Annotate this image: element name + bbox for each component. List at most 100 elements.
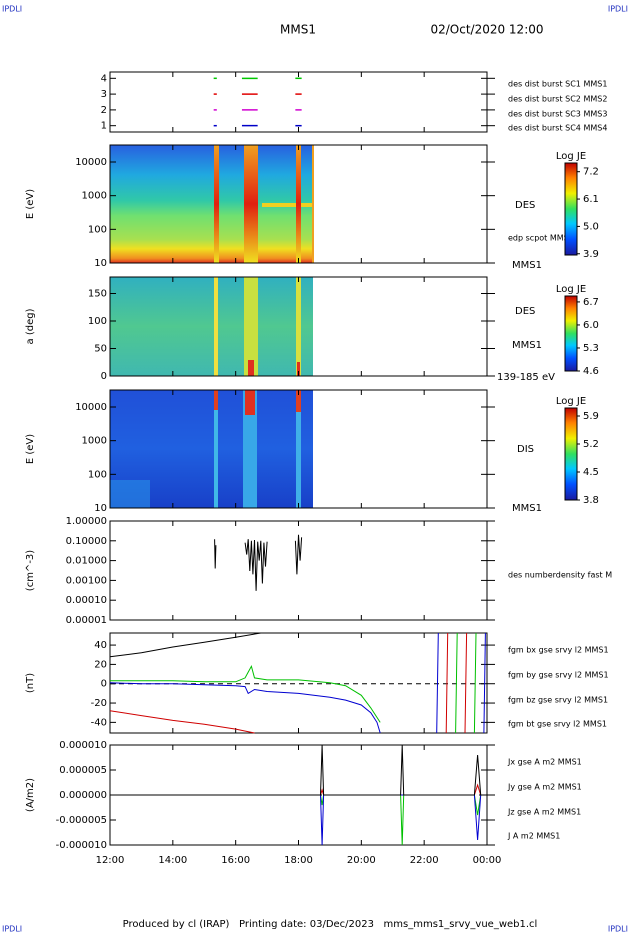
colorbar-tick-label: 7.2 (583, 167, 599, 178)
data-line (110, 794, 487, 846)
y-tick-label: 0.000000 (59, 790, 107, 801)
legend-entry: Jy gse A m2 MMS1 (507, 783, 582, 792)
y-tick-label: 10 (94, 503, 107, 514)
data-line (214, 534, 303, 591)
panel-label: DIS (517, 444, 534, 455)
colorbar (564, 407, 578, 501)
y-tick-label: -20 (91, 698, 107, 709)
legend-entry: J A m2 MMS1 (507, 832, 560, 841)
data-line (110, 794, 487, 846)
legend-entry: Jz gse A m2 MMS1 (507, 808, 581, 817)
colorbar-tick-label: 5.9 (583, 411, 599, 422)
legend-entry: Jx gse A m2 MMS1 (507, 758, 582, 767)
y-tick-label: 10000 (75, 402, 107, 413)
y-tick-label: 0.01000 (66, 556, 107, 567)
y-tick-label: 20 (94, 659, 107, 670)
x-tick-label: 16:00 (221, 855, 250, 866)
y-axis-label: a (deg) (25, 308, 36, 344)
y-tick-label: 2 (101, 105, 107, 116)
y-tick-label: 0 (101, 679, 107, 690)
y-tick-label: 10000 (75, 157, 107, 168)
y-tick-label: 10 (94, 258, 107, 269)
pitch-angle-image (110, 277, 313, 376)
y-tick-label: 50 (94, 344, 107, 355)
y-axis-label: (nT) (25, 673, 36, 693)
x-tick-label: 22:00 (410, 855, 439, 866)
y-tick-label: 4 (101, 73, 107, 84)
y-axis-label: (A/m2) (25, 778, 36, 812)
data-line (109, 632, 486, 734)
colorbar-tick-label: 5.2 (583, 439, 599, 450)
corner-label: IPDLI (2, 925, 22, 934)
legend-entry: des dist burst SC3 MMS3 (508, 110, 607, 119)
colorbar-tick-label: 3.8 (583, 495, 599, 506)
y-tick-label: 0.10000 (66, 536, 107, 547)
y-tick-label: 100 (88, 469, 107, 480)
data-line (109, 632, 261, 658)
y-tick-label: 0.00100 (66, 575, 107, 586)
footer: Produced by cl (IRAP) Printing date: 03/… (123, 919, 538, 930)
data-line (109, 632, 468, 734)
legend-entry: fgm bt gse srvy l2 MMS1 (508, 720, 607, 729)
y-tick-label: 40 (94, 640, 107, 651)
x-tick-label: 12:00 (96, 855, 125, 866)
y-tick-label: 100 (88, 316, 107, 327)
corner-label: IPDLI (2, 5, 22, 14)
colorbar-tick-label: 5.0 (583, 221, 599, 232)
y-tick-label: 150 (88, 289, 107, 300)
x-tick-label: 14:00 (158, 855, 187, 866)
legend-entry: des dist burst SC1 MMS1 (508, 80, 607, 89)
y-tick-label: 3 (101, 89, 107, 100)
y-tick-label: -0.000010 (56, 840, 107, 851)
y-tick-label: 0 (101, 371, 107, 382)
colorbar-tick-label: 6.7 (583, 297, 599, 308)
panel-label: MMS1 (512, 340, 542, 351)
y-tick-label: 0.00010 (66, 595, 107, 606)
legend-entry: des numberdensity fast M (508, 571, 612, 580)
legend-entry: fgm bz gse srvy l2 MMS1 (508, 696, 608, 705)
x-tick-label: 18:00 (284, 855, 313, 866)
y-tick-label: 1 (101, 121, 107, 132)
y-tick-label: 1.00000 (66, 516, 107, 527)
panel-label: edp scpot MMS1 (508, 234, 574, 243)
x-tick-label: 00:00 (473, 855, 502, 866)
y-tick-label: 0.00001 (66, 615, 107, 626)
panel-frame (109, 71, 488, 133)
y-axis-label: E (eV) (25, 189, 36, 219)
y-tick-label: -0.000005 (56, 815, 107, 826)
y-tick-label: 0.000010 (59, 740, 107, 751)
legend-entry: fgm by gse srvy l2 MMS1 (508, 671, 609, 680)
colorbar-tick-label: 5.3 (583, 343, 599, 354)
y-axis-label: (cm^-3) (25, 550, 36, 591)
y-tick-label: 1000 (82, 436, 107, 447)
data-line (110, 783, 487, 796)
des-spectrogram-image (110, 145, 314, 263)
colorbar-label: Log JE (556, 396, 586, 407)
y-tick-label: 100 (88, 224, 107, 235)
panel-label: DES (515, 200, 535, 211)
x-tick-label: 20:00 (347, 855, 376, 866)
corner-label: IPDLI (608, 5, 628, 14)
legend-entry: fgm bx gse srvy l2 MMS1 (508, 646, 609, 655)
y-tick-label: 1000 (82, 191, 107, 202)
y-tick-label: 0.000005 (59, 765, 107, 776)
dis-spectrogram-image (110, 390, 313, 508)
colorbar (564, 162, 578, 256)
colorbar-tick-label: 4.6 (583, 366, 599, 377)
panel-label: DES (515, 306, 535, 317)
colorbar-label: Log JE (556, 151, 586, 162)
corner-label: IPDLI (608, 925, 628, 934)
panel-label: MMS1 (512, 260, 542, 271)
title: MMS1 (280, 23, 316, 37)
colorbar-tick-label: 4.5 (583, 467, 599, 478)
colorbar-tick-label: 6.0 (583, 320, 599, 331)
colorbar (564, 295, 578, 372)
legend-entry: des dist burst SC4 MMS4 (508, 124, 607, 133)
y-tick-label: -40 (91, 717, 107, 728)
colorbar-tick-label: 6.1 (583, 194, 599, 205)
colorbar-tick-label: 3.9 (583, 249, 599, 260)
date: 02/Oct/2020 12:00 (430, 23, 543, 37)
data-line (110, 632, 477, 734)
colorbar-label: Log JE (556, 284, 586, 295)
